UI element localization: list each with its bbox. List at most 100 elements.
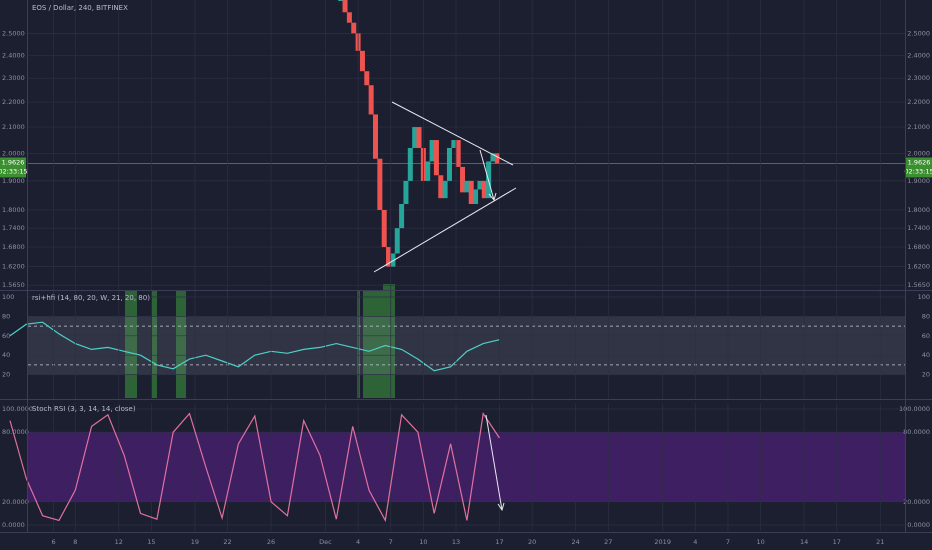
y-tick-label: 2.0000 — [907, 149, 930, 157]
x-tick-label: 24 — [572, 538, 580, 546]
stoch-title: Stoch RSI (3, 3, 14, 14, close) — [32, 405, 136, 413]
price-tag — [0, 157, 26, 178]
y-tick-label-left: 100.0000 — [2, 405, 33, 413]
candle — [442, 180, 448, 199]
candle — [460, 166, 466, 193]
y-tick-label: 2.5000 — [907, 29, 930, 37]
rsi-title: rsi+hfi (14, 80, 20, W, 21, 20, 80) — [32, 294, 150, 302]
y-tick-label: 100 — [918, 293, 930, 301]
price-tag-countdown: 02:33:15 — [904, 167, 932, 175]
x-tick-label: 12 — [115, 538, 123, 546]
x-tick-label: 21 — [876, 538, 884, 546]
candle — [377, 158, 383, 210]
pane: 2.5000 2.5000 2.4000 2.4000 2.3000 2.3000 2.20… — [0, 0, 932, 289]
y-tick-label: 0.0000 — [907, 521, 930, 529]
y-tick-label-left: 20.0000 — [2, 498, 29, 506]
candle — [407, 147, 413, 181]
y-tick-label-left: 2.2000 — [2, 98, 25, 106]
candle — [364, 71, 370, 86]
candle — [438, 175, 444, 199]
y-tick-label-left: 80.0000 — [2, 428, 29, 436]
triangle-lower — [373, 187, 517, 273]
candle — [468, 180, 474, 205]
arrow-head — [497, 502, 505, 512]
price-tag-value: 1.9626 — [2, 158, 25, 166]
y-tick-label-left: 80 — [2, 312, 10, 320]
highlight — [176, 291, 186, 398]
y-tick-label-left: 1.6800 — [2, 243, 25, 251]
price-tag-value: 1.9626 — [908, 158, 931, 166]
highlight — [357, 291, 360, 398]
candle — [416, 127, 422, 148]
y-tick-label-left: 1.7400 — [2, 224, 25, 232]
pane: 20 20 40 40 60 60 80 80 100 100 — [2, 293, 930, 379]
y-tick-label-left: 1.9000 — [2, 177, 25, 185]
rsi-highlights — [125, 284, 395, 398]
series-line — [9, 321, 500, 372]
candle — [368, 85, 374, 115]
candle — [490, 153, 496, 162]
candle — [351, 22, 357, 34]
x-tick-label: 26 — [267, 538, 275, 546]
y-tick-label-left: 2.5000 — [2, 29, 25, 37]
y-tick-label: 1.5650 — [907, 281, 930, 289]
candle — [403, 180, 409, 205]
y-tick-label-left: 60 — [2, 332, 10, 340]
candle — [481, 180, 487, 199]
candle — [455, 140, 461, 167]
y-tick-label-left: 2.3000 — [2, 74, 25, 82]
x-tick-label: 7 — [389, 538, 393, 546]
x-tick-label: Dec — [319, 538, 332, 546]
y-tick-label: 2.4000 — [907, 51, 930, 59]
y-tick-label: 80 — [922, 312, 930, 320]
candle — [451, 140, 457, 148]
candle — [494, 153, 500, 164]
candle — [399, 204, 405, 229]
y-tick-label-left: 2.0000 — [2, 149, 25, 157]
x-tick-label: 19 — [191, 538, 199, 546]
candle — [373, 114, 379, 159]
y-tick-label: 100.0000 — [899, 405, 930, 413]
y-tick-label: 40 — [922, 351, 930, 359]
x-tick-label: 6 — [51, 538, 55, 546]
candle — [381, 209, 387, 248]
candle — [359, 50, 365, 72]
x-tick-label: 10 — [756, 538, 764, 546]
candle — [346, 12, 352, 23]
x-tick-label: 15 — [147, 538, 155, 546]
y-tick-label-left: 0.0000 — [2, 521, 25, 529]
band — [28, 432, 905, 502]
candle — [464, 180, 470, 193]
x-tick-label: 4 — [356, 538, 360, 546]
highlight — [363, 291, 395, 398]
y-tick-label: 1.8000 — [907, 206, 930, 214]
highlight — [152, 291, 157, 398]
candle — [338, 0, 344, 1]
y-tick-label: 2.1000 — [907, 123, 930, 131]
y-tick-label-left: 2.4000 — [2, 51, 25, 59]
y-tick-label-left: 100 — [2, 293, 14, 301]
candle — [433, 140, 439, 176]
x-tick-label: 4 — [693, 538, 697, 546]
highlight — [125, 291, 137, 398]
y-tick-label: 1.7400 — [907, 224, 930, 232]
candle — [342, 0, 348, 13]
y-tick-label: 1.6200 — [907, 263, 930, 271]
arrow — [485, 414, 503, 511]
x-tick-label: 17 — [495, 538, 503, 546]
y-tick-label-left: 1.8000 — [2, 206, 25, 214]
arrow-head — [488, 192, 497, 202]
y-tick-label: 60 — [922, 332, 930, 340]
price-tag-countdown: 02:33:15 — [0, 167, 28, 175]
y-tick-label-left: 40 — [2, 351, 10, 359]
candle — [394, 228, 400, 254]
x-tick-label: 7 — [726, 538, 730, 546]
highlight — [383, 284, 395, 290]
y-tick-label-left: 1.6200 — [2, 263, 25, 271]
x-tick-label: 27 — [604, 538, 612, 546]
x-tick-label: 14 — [800, 538, 808, 546]
y-tick-label: 20.0000 — [903, 498, 930, 506]
candle — [446, 147, 452, 181]
candle — [425, 161, 431, 181]
